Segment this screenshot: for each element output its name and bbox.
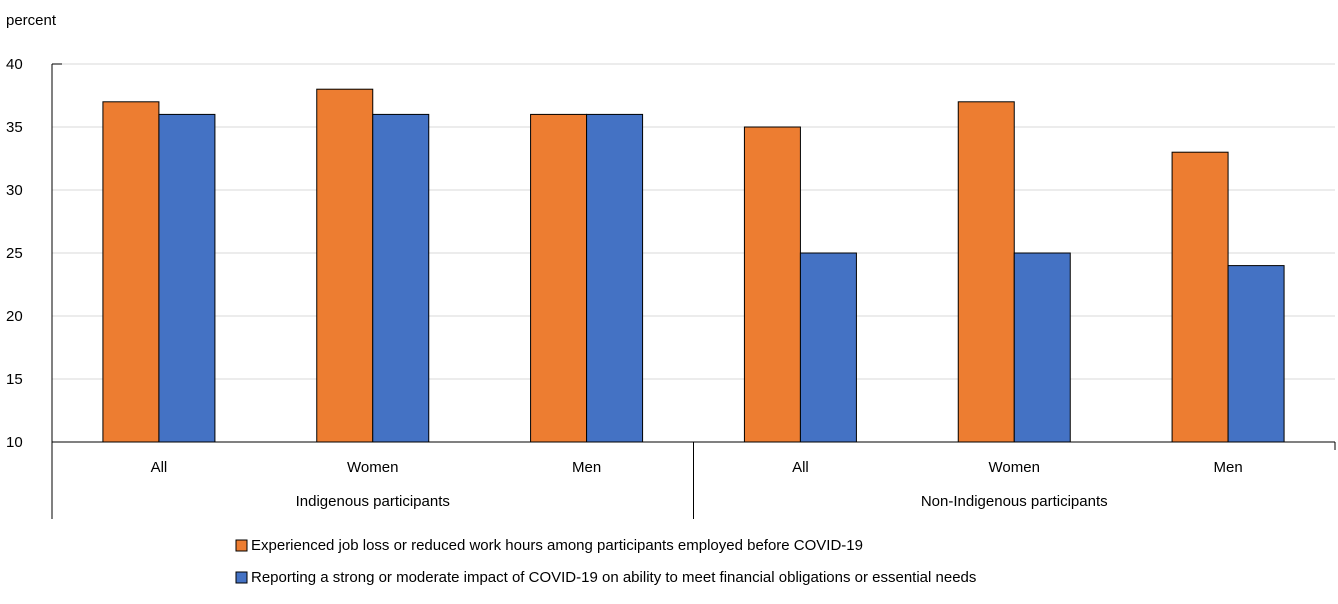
x-category-label: Women [989,459,1040,476]
y-tick-label: 30 [6,182,23,199]
bar-job-loss [102,101,160,443]
x-category-label: All [792,459,809,476]
bar-job-loss [957,101,1015,443]
bar-job-loss [743,126,801,443]
x-group-label: Non-Indigenous participants [921,493,1108,510]
y-tick-label: 40 [6,56,23,73]
x-category-label: Women [347,459,398,476]
y-tick-label: 20 [6,308,23,325]
y-tick-label: 25 [6,245,23,262]
legend: Experienced job loss or reduced work hou… [235,537,976,586]
axis-labels: 10 15 20 25 30 35 40 All Women Men All Women Men Indi… [6,56,1243,510]
legend-swatch [235,571,248,584]
bar-financial-impact [158,113,216,443]
bar-financial-impact [1013,252,1071,443]
axes [51,63,1336,519]
bar-financial-impact [586,113,644,443]
x-category-label: Men [572,459,601,476]
bar-job-loss [1171,151,1229,443]
x-category-label: All [151,459,168,476]
y-tick-label: 15 [6,371,23,388]
x-group-label: Indigenous participants [296,493,450,510]
bar-job-loss [316,88,374,443]
bar-financial-impact [1227,265,1285,443]
x-category-label: Men [1213,459,1242,476]
y-tick-label: 10 [6,434,23,451]
bar-financial-impact [372,113,430,443]
legend-label: Experienced job loss or reduced work hou… [251,537,863,554]
legend-swatch [235,539,248,552]
y-tick-label: 35 [6,119,23,136]
bars [102,88,1285,443]
legend-label: Reporting a strong or moderate impact of… [251,569,976,586]
bar-financial-impact [799,252,857,443]
y-axis-label: percent [6,12,57,29]
bar-job-loss [530,113,588,443]
gridlines [52,63,1335,380]
